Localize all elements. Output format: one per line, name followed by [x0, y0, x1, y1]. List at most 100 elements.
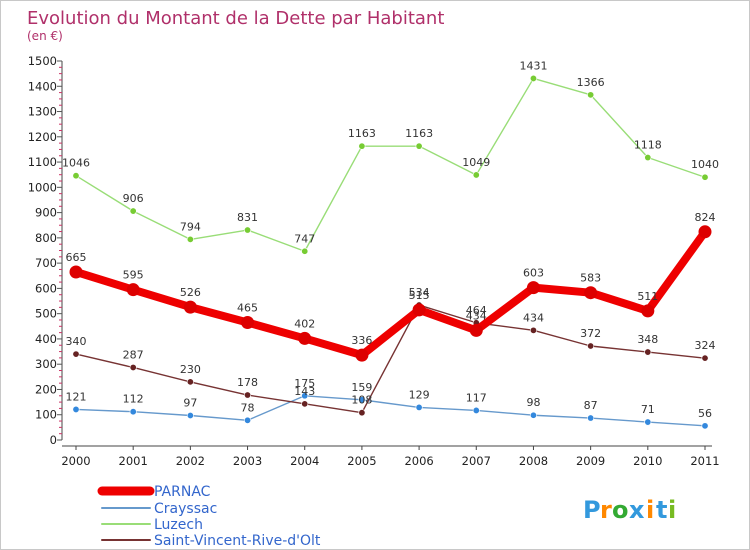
x-tick-label: 2001 [119, 454, 148, 468]
data-label-luzech: 831 [237, 211, 258, 224]
data-label-luzech: 1431 [519, 59, 547, 72]
point-parnac [412, 303, 426, 317]
point-parnac [698, 225, 712, 239]
data-label-parnac: 603 [523, 267, 544, 280]
point-parnac [126, 283, 140, 297]
point-crayssac [301, 392, 309, 400]
point-parnac [69, 265, 83, 279]
logo-letter: r [600, 496, 612, 524]
point-parnac [526, 281, 540, 295]
y-tick-label: 800 [35, 231, 57, 245]
point-parnac [355, 348, 369, 362]
y-tick-label: 400 [35, 332, 57, 346]
legend-label-luzech: Luzech [154, 517, 203, 533]
logo-letter: t [656, 496, 667, 524]
point-crayssac [129, 408, 137, 416]
x-tick-label: 2004 [290, 454, 319, 468]
point-saint-vincent-rive-d-olt [644, 348, 652, 356]
point-crayssac [72, 405, 80, 413]
point-luzech [529, 74, 537, 82]
data-label-parnac: 526 [180, 286, 201, 299]
data-label-parnac: 595 [123, 269, 144, 282]
y-tick-label: 100 [35, 408, 57, 422]
data-label-crayssac: 117 [466, 391, 487, 404]
data-label-saint-vincent-rive-d-olt: 464 [466, 304, 487, 317]
y-tick-label: 600 [35, 281, 57, 295]
point-crayssac [529, 411, 537, 419]
point-saint-vincent-rive-d-olt [186, 378, 194, 386]
data-label-luzech: 1118 [634, 139, 662, 152]
data-label-luzech: 1163 [405, 127, 433, 140]
point-luzech [358, 142, 366, 150]
data-label-luzech: 747 [294, 232, 315, 245]
data-label-crayssac: 159 [351, 381, 372, 394]
y-tick-label: 1400 [28, 79, 57, 93]
point-parnac [183, 300, 197, 314]
x-tick-label: 2006 [404, 454, 433, 468]
data-label-parnac: 465 [237, 302, 258, 315]
data-label-crayssac: 87 [584, 399, 598, 412]
y-tick-label: 900 [35, 206, 57, 220]
data-label-crayssac: 97 [183, 396, 197, 409]
data-label-saint-vincent-rive-d-olt: 178 [237, 376, 258, 389]
y-tick-label: 1100 [28, 155, 57, 169]
series-line-parnac [72, 227, 709, 360]
logo-letter: i [668, 496, 676, 524]
data-label-crayssac: 98 [526, 396, 540, 409]
data-label-parnac: 583 [580, 272, 601, 285]
point-crayssac [415, 403, 423, 411]
y-tick-label: 500 [35, 307, 57, 321]
data-label-crayssac: 71 [641, 403, 655, 416]
point-luzech [587, 91, 595, 99]
data-label-crayssac: 121 [66, 390, 87, 403]
data-label-luzech: 1046 [62, 157, 90, 170]
point-crayssac [186, 411, 194, 419]
data-labels: 121 112 97 78 175 159 129 117 98 87 71 56 1046 906 794… [62, 59, 719, 419]
data-label-saint-vincent-rive-d-olt: 534 [409, 286, 430, 299]
legend-label-parnac: PARNAC [154, 484, 211, 500]
data-label-saint-vincent-rive-d-olt: 434 [523, 311, 544, 324]
x-tick-label: 2010 [633, 454, 662, 468]
point-luzech [301, 247, 309, 255]
point-crayssac [244, 416, 252, 424]
point-saint-vincent-rive-d-olt [701, 354, 709, 362]
x-tick-label: 2002 [176, 454, 205, 468]
data-label-saint-vincent-rive-d-olt: 230 [180, 363, 201, 376]
point-crayssac [472, 406, 480, 414]
data-label-saint-vincent-rive-d-olt: 108 [351, 394, 372, 407]
point-saint-vincent-rive-d-olt [587, 342, 595, 350]
x-tick-label: 2011 [690, 454, 719, 468]
y-tick-label: 0 [50, 433, 57, 447]
point-luzech [701, 173, 709, 181]
series-layer [69, 74, 712, 430]
data-label-crayssac: 78 [241, 401, 255, 414]
y-tick-label: 1200 [28, 130, 57, 144]
series-line-crayssac [75, 395, 706, 427]
data-label-crayssac: 175 [294, 377, 315, 390]
point-saint-vincent-rive-d-olt [72, 350, 80, 358]
x-tick-label: 2005 [347, 454, 376, 468]
point-saint-vincent-rive-d-olt [244, 391, 252, 399]
point-luzech [415, 142, 423, 150]
point-crayssac [701, 422, 709, 430]
point-luzech [472, 171, 480, 179]
data-label-luzech: 1163 [348, 127, 376, 140]
data-label-saint-vincent-rive-d-olt: 143 [294, 385, 315, 398]
data-label-saint-vincent-rive-d-olt: 340 [66, 335, 87, 348]
point-luzech [186, 235, 194, 243]
data-label-parnac: 336 [351, 334, 372, 347]
chart-title: Evolution du Montant de la Dette par Hab… [27, 8, 444, 29]
point-parnac [641, 304, 655, 318]
data-label-luzech: 906 [123, 192, 144, 205]
x-tick-label: 2000 [61, 454, 90, 468]
point-saint-vincent-rive-d-olt [301, 400, 309, 408]
data-label-saint-vincent-rive-d-olt: 348 [637, 333, 658, 346]
logo-letter: x [629, 496, 645, 524]
data-label-saint-vincent-rive-d-olt: 324 [695, 339, 716, 352]
data-label-saint-vincent-rive-d-olt: 372 [580, 327, 601, 340]
point-luzech [244, 226, 252, 234]
point-parnac [469, 323, 483, 337]
